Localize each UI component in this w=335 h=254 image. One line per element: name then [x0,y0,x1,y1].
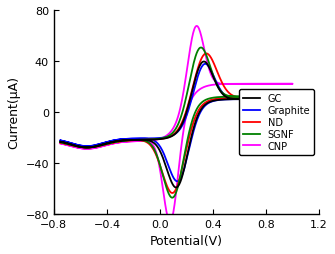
Y-axis label: Current(μA): Current(μA) [7,76,20,149]
Legend: GC, Graphite, ND, SGNF, CNP: GC, Graphite, ND, SGNF, CNP [239,90,314,155]
X-axis label: Potential(V): Potential(V) [150,234,223,247]
